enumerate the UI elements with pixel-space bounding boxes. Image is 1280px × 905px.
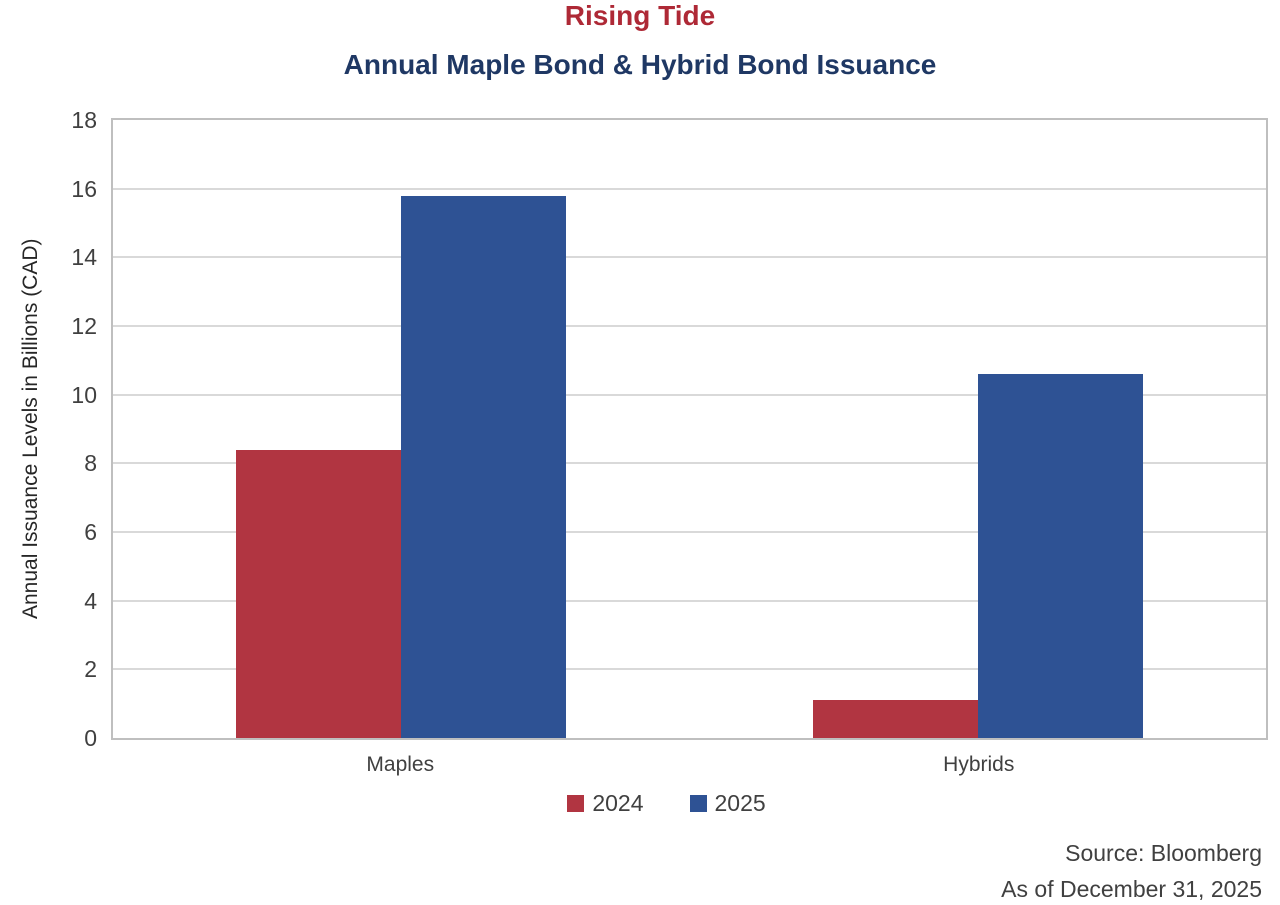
legend-item-2025: 2025	[689, 790, 766, 817]
source-note: Source: Bloomberg	[1065, 840, 1262, 866]
chart-legend: 2024 2025	[88, 790, 1245, 817]
gridline-12	[113, 325, 1266, 327]
gridline-6	[113, 531, 1266, 533]
legend-swatch-icon-2024	[567, 795, 585, 812]
gridline-16	[113, 187, 1266, 190]
y-axis-ticks: 0 2 4 6 8 10 12 14 16 18	[0, 0, 97, 905]
y-tick-label-4: 4	[84, 587, 97, 614]
gridline-10	[113, 393, 1266, 396]
legend-swatch-icon-2025	[689, 795, 707, 812]
chart-title: Rising Tide	[564, 0, 716, 31]
y-tick-label-6: 6	[84, 519, 97, 545]
legend-label-2025: 2025	[714, 790, 766, 816]
y-tick-label-14: 14	[71, 244, 97, 271]
x-label-hybrids: Hybrids	[943, 753, 1015, 776]
bar-2024-maples	[236, 449, 402, 738]
y-tick-label-10: 10	[71, 381, 97, 408]
y-tick-label-18: 18	[71, 107, 97, 133]
gridline-4	[113, 599, 1266, 602]
legend-item-2024: 2024	[567, 790, 644, 817]
bar-2024-hybrids	[812, 700, 978, 738]
y-tick-label-8: 8	[84, 450, 97, 477]
gridline-8	[113, 462, 1266, 465]
gridline-14	[113, 256, 1266, 259]
bar-2025-maples	[401, 195, 567, 738]
as-of-date: As of December 31, 2025	[1001, 876, 1262, 902]
gridline-2	[113, 668, 1266, 671]
legend-label-2024: 2024	[592, 790, 644, 816]
y-tick-label-16: 16	[71, 175, 97, 202]
y-tick-label-0: 0	[84, 725, 97, 751]
chart-subtitle: Annual Maple Bond & Hybrid Bond Issuance	[343, 49, 937, 80]
x-label-maples: Maples	[366, 753, 435, 776]
y-tick-label-12: 12	[71, 313, 97, 339]
y-tick-label-2: 2	[84, 656, 97, 683]
plot-area	[111, 118, 1268, 740]
bar-2025-hybrids	[977, 374, 1143, 738]
x-axis-labels: Maples Hybrids	[111, 753, 1268, 777]
